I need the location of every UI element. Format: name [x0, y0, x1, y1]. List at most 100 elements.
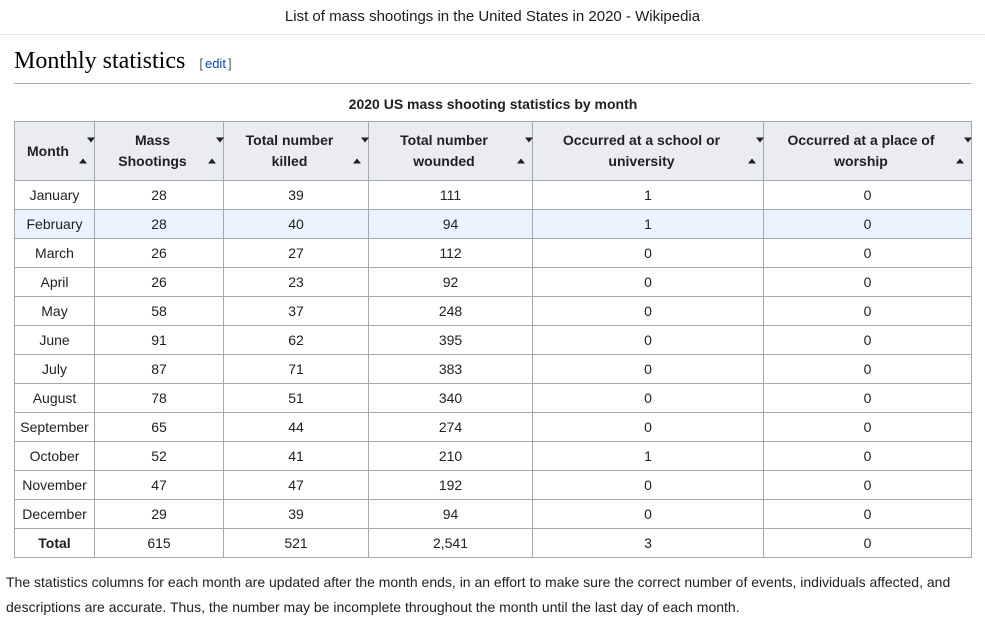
stat-cell: 58: [94, 296, 224, 326]
stat-cell: 40: [223, 209, 369, 239]
stat-cell: 383: [368, 354, 533, 384]
monthly-statistics-table: 2020 US mass shooting statistics by mont…: [14, 96, 972, 558]
stat-cell: 210: [368, 441, 533, 471]
stat-cell: 47: [223, 470, 369, 500]
table-row-march: March 26 27 112 0 0: [14, 238, 972, 268]
month-cell: February: [14, 209, 95, 239]
edit-section: [edit]: [199, 56, 231, 71]
stat-cell: 87: [94, 354, 224, 384]
month-cell: July: [14, 354, 95, 384]
stat-cell: 47: [94, 470, 224, 500]
stat-cell: 28: [94, 209, 224, 239]
stat-cell: 0: [532, 296, 764, 326]
total-label-cell: Total: [14, 528, 95, 558]
stat-cell: 340: [368, 383, 533, 413]
stat-cell: 0: [763, 296, 972, 326]
column-header-total-killed[interactable]: Total number killed: [223, 121, 369, 181]
column-header-label: Month: [27, 142, 69, 159]
stat-cell: 65: [94, 412, 224, 442]
stat-cell: 0: [532, 383, 764, 413]
header-row: Month Mass Shootings Total number killed…: [14, 121, 972, 181]
stat-cell: 29: [94, 499, 224, 529]
stat-cell: 26: [94, 267, 224, 297]
column-header-total-wounded[interactable]: Total number wounded: [368, 121, 533, 181]
stat-cell: 0: [532, 412, 764, 442]
table-row-august: August 78 51 340 0 0: [14, 383, 972, 413]
stat-cell: 1: [532, 180, 764, 210]
article-content: Monthly statistics [edit] 2020 US mass s…: [0, 48, 985, 558]
statistics-note: The statistics columns for each month ar…: [6, 574, 951, 615]
stat-cell: 521: [223, 528, 369, 558]
sort-icon: [956, 137, 972, 164]
stat-cell: 39: [223, 180, 369, 210]
month-cell: June: [14, 325, 95, 355]
stat-cell: 0: [532, 499, 764, 529]
table-row-may: May 58 37 248 0 0: [14, 296, 972, 326]
month-cell: April: [14, 267, 95, 297]
sort-icon: [517, 137, 533, 164]
month-cell: October: [14, 441, 95, 471]
table-caption: 2020 US mass shooting statistics by mont…: [348, 96, 638, 112]
month-cell: March: [14, 238, 95, 268]
stat-cell: 0: [763, 325, 972, 355]
stat-cell: 0: [763, 354, 972, 384]
stat-cell: 192: [368, 470, 533, 500]
stat-cell: 91: [94, 325, 224, 355]
table-row-september: September 65 44 274 0 0: [14, 412, 972, 442]
stat-cell: 0: [763, 499, 972, 529]
column-header-month[interactable]: Month: [14, 121, 95, 181]
month-cell: November: [14, 470, 95, 500]
stat-cell: 28: [94, 180, 224, 210]
stat-cell: 0: [763, 209, 972, 239]
stat-cell: 0: [532, 470, 764, 500]
table-row-january: January 28 39 111 1 0: [14, 180, 972, 210]
stat-cell: 94: [368, 499, 533, 529]
stat-cell: 0: [763, 267, 972, 297]
section-heading: Monthly statistics [edit]: [14, 48, 971, 84]
month-cell: December: [14, 499, 95, 529]
stat-cell: 248: [368, 296, 533, 326]
stat-cell: 615: [94, 528, 224, 558]
column-header-mass-shootings[interactable]: Mass Shootings: [94, 121, 224, 181]
stat-cell: 0: [763, 528, 972, 558]
stat-cell: 71: [223, 354, 369, 384]
stat-cell: 1: [532, 441, 764, 471]
table-row-february: February 28 40 94 1 0: [14, 209, 972, 239]
stat-cell: 395: [368, 325, 533, 355]
stat-cell: 111: [368, 180, 533, 210]
edit-bracket-open: [: [199, 56, 203, 71]
stat-cell: 44: [223, 412, 369, 442]
edit-link[interactable]: edit: [204, 56, 226, 71]
month-cell: September: [14, 412, 95, 442]
column-header-label: Total number killed: [245, 132, 334, 169]
page-title: Monthly statistics: [14, 48, 186, 74]
stat-cell: 3: [532, 528, 764, 558]
stat-cell: 0: [763, 441, 972, 471]
edit-bracket-close: ]: [227, 56, 232, 71]
stat-cell: 0: [763, 238, 972, 268]
stat-cell: 62: [223, 325, 369, 355]
stat-cell: 0: [532, 354, 764, 384]
table-row-july: July 87 71 383 0 0: [14, 354, 972, 384]
stat-cell: 39: [223, 499, 369, 529]
column-header-worship[interactable]: Occurred at a place of worship: [763, 121, 972, 181]
window-title: List of mass shootings in the United Sta…: [0, 0, 985, 35]
stat-cell: 94: [368, 209, 533, 239]
stat-cell: 51: [223, 383, 369, 413]
stat-cell: 78: [94, 383, 224, 413]
column-header-school[interactable]: Occurred at a school or university: [532, 121, 764, 181]
column-header-label: Total number wounded: [400, 132, 488, 169]
stat-cell: 0: [763, 470, 972, 500]
sort-icon: [748, 137, 764, 164]
sort-icon: [353, 137, 369, 164]
stat-cell: 1: [532, 209, 764, 239]
table-row-june: June 91 62 395 0 0: [14, 325, 972, 355]
sort-icon: [79, 137, 95, 164]
stat-cell: 92: [368, 267, 533, 297]
stat-cell: 37: [223, 296, 369, 326]
stat-cell: 112: [368, 238, 533, 268]
stat-cell: 2,541: [368, 528, 533, 558]
stat-cell: 0: [763, 412, 972, 442]
column-header-label: Occurred at a place of worship: [787, 132, 935, 169]
month-cell: May: [14, 296, 95, 326]
